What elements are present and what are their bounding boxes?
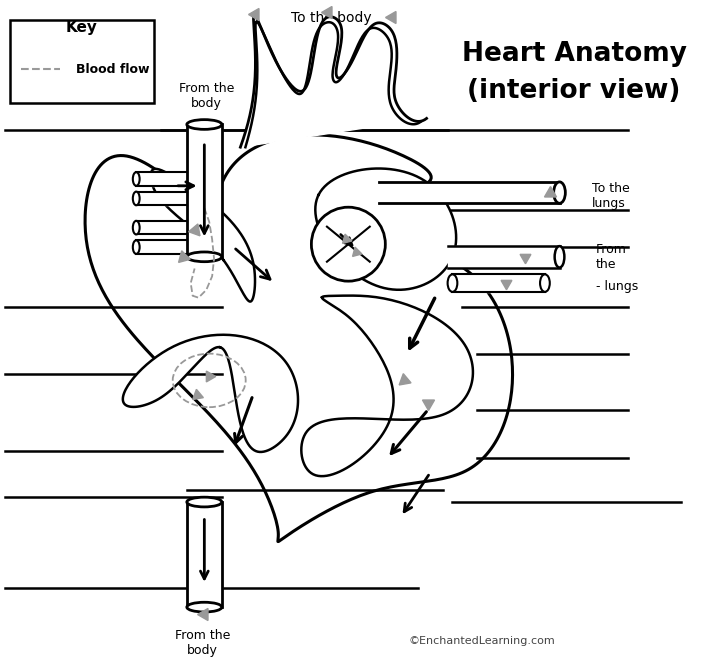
Text: From
the: From the	[596, 243, 626, 271]
Ellipse shape	[187, 497, 222, 507]
Polygon shape	[136, 192, 187, 205]
Polygon shape	[123, 335, 298, 452]
Ellipse shape	[133, 172, 140, 186]
Polygon shape	[447, 246, 559, 267]
Text: ©EnchantedLearning.com: ©EnchantedLearning.com	[408, 636, 555, 646]
Polygon shape	[452, 275, 545, 292]
Polygon shape	[151, 169, 255, 301]
Ellipse shape	[187, 603, 222, 612]
Ellipse shape	[554, 182, 565, 203]
Ellipse shape	[554, 246, 564, 267]
Text: - lungs: - lungs	[596, 279, 638, 293]
Circle shape	[311, 207, 385, 281]
Text: To the
lungs: To the lungs	[591, 182, 630, 210]
Ellipse shape	[187, 120, 222, 130]
Text: From the
body: From the body	[174, 629, 230, 657]
Ellipse shape	[187, 252, 222, 262]
Polygon shape	[240, 15, 427, 147]
Ellipse shape	[133, 192, 140, 205]
Text: To the body: To the body	[291, 11, 371, 25]
Polygon shape	[136, 172, 187, 186]
Ellipse shape	[133, 240, 140, 254]
Polygon shape	[187, 124, 222, 257]
Text: From the
body: From the body	[179, 81, 234, 110]
Ellipse shape	[540, 275, 549, 292]
Ellipse shape	[447, 275, 457, 292]
Text: Blood flow: Blood flow	[76, 63, 150, 75]
Text: (interior view): (interior view)	[467, 78, 681, 104]
Polygon shape	[316, 168, 456, 290]
Polygon shape	[136, 240, 187, 254]
Text: Heart Anatomy: Heart Anatomy	[462, 41, 686, 67]
Bar	[10, 20, 154, 103]
Text: Key: Key	[66, 19, 98, 35]
Polygon shape	[136, 221, 187, 234]
Polygon shape	[187, 502, 222, 607]
Polygon shape	[85, 135, 513, 542]
Polygon shape	[301, 295, 473, 476]
Ellipse shape	[133, 221, 140, 234]
Polygon shape	[379, 182, 559, 203]
